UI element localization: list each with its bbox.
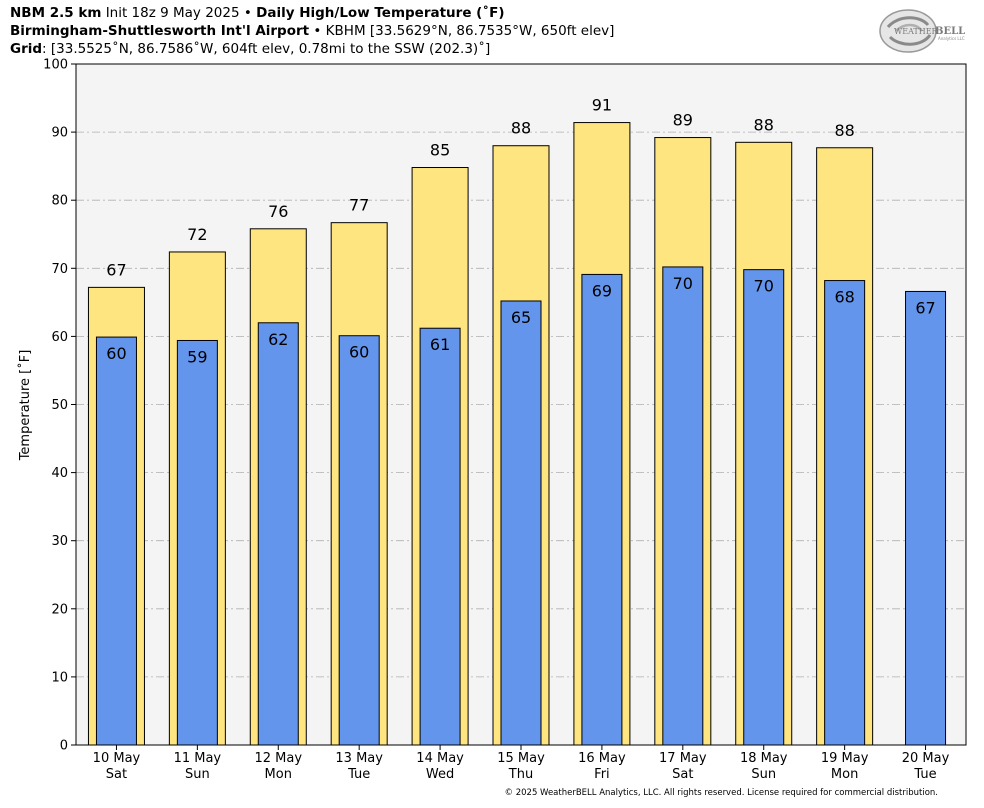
high-temp-label: 88 bbox=[834, 121, 854, 140]
y-tick-label: 60 bbox=[51, 330, 68, 345]
low-temp-label: 61 bbox=[430, 335, 450, 354]
x-tick-label-date: 14 May bbox=[416, 751, 464, 766]
x-tick-label-date: 15 May bbox=[497, 751, 545, 766]
low-temp-label: 60 bbox=[106, 344, 126, 363]
x-tick-label-day: Sat bbox=[672, 767, 693, 782]
x-tick-label-day: Tue bbox=[347, 767, 370, 782]
logo-text-weather: WEATHER bbox=[894, 27, 939, 36]
low-temp-label: 70 bbox=[754, 277, 774, 296]
high-temp-label: 88 bbox=[754, 115, 774, 134]
low-temp-bar bbox=[95, 336, 137, 746]
weatherbell-logo: WEATHER BELL Analytics LLC bbox=[879, 9, 965, 53]
bullet-2: • bbox=[313, 23, 322, 39]
x-tick-label-date: 16 May bbox=[578, 751, 626, 766]
low-temp-bar bbox=[419, 327, 461, 746]
init-time: Init 18z 9 May 2025 bbox=[105, 5, 240, 21]
low-temp-bar bbox=[581, 273, 623, 746]
x-tick-label-day: Fri bbox=[594, 767, 610, 782]
high-temp-label: 72 bbox=[187, 225, 207, 244]
grid-label: Grid bbox=[10, 41, 43, 57]
product-title: Daily High/Low Temperature (˚F) bbox=[256, 5, 505, 21]
x-tick-label-day: Wed bbox=[426, 767, 454, 782]
x-tick-label-day: Sat bbox=[106, 767, 127, 782]
logo-text-sub: Analytics LLC bbox=[938, 36, 965, 41]
x-tick-label-date: 13 May bbox=[335, 751, 383, 766]
y-tick-label: 20 bbox=[51, 602, 68, 617]
low-temp-bar bbox=[257, 322, 299, 746]
x-tick-label-day: Sun bbox=[751, 767, 776, 782]
x-tick-label-date: 20 May bbox=[902, 751, 950, 766]
x-tick-label-day: Mon bbox=[831, 767, 858, 782]
low-temp-bar bbox=[662, 266, 704, 746]
y-tick-label: 30 bbox=[51, 534, 68, 549]
station-name: Birmingham-Shuttlesworth Int'l Airport bbox=[10, 23, 310, 39]
high-temp-label: 76 bbox=[268, 202, 288, 221]
low-temp-label: 68 bbox=[834, 288, 854, 307]
x-tick-label-day: Sun bbox=[185, 767, 210, 782]
low-temp-bar bbox=[338, 335, 380, 746]
header-line-2: Birmingham-Shuttlesworth Int'l Airport •… bbox=[10, 23, 614, 40]
low-temp-label: 59 bbox=[187, 347, 207, 366]
low-temp-label: 67 bbox=[915, 298, 935, 317]
low-temp-label: 70 bbox=[673, 274, 693, 293]
high-temp-label: 67 bbox=[106, 260, 126, 279]
x-tick-label-day: Thu bbox=[508, 767, 533, 782]
x-tick-label-date: 19 May bbox=[821, 751, 869, 766]
y-tick-label: 10 bbox=[51, 670, 68, 685]
y-tick-label: 50 bbox=[51, 398, 68, 413]
x-tick-label-date: 11 May bbox=[174, 751, 222, 766]
bullet-1: • bbox=[243, 5, 252, 21]
x-tick-label-day: Tue bbox=[913, 767, 936, 782]
high-temp-label: 77 bbox=[349, 196, 369, 215]
high-temp-label: 91 bbox=[592, 96, 612, 115]
low-temp-bar bbox=[905, 290, 947, 746]
x-tick-label-date: 12 May bbox=[254, 751, 302, 766]
y-tick-label: 70 bbox=[51, 262, 68, 277]
y-tick-label: 90 bbox=[51, 126, 68, 141]
high-temp-label: 85 bbox=[430, 141, 450, 160]
y-tick-label: 40 bbox=[51, 466, 68, 481]
low-temp-label: 69 bbox=[592, 281, 612, 300]
low-temp-label: 65 bbox=[511, 308, 531, 327]
header-line-1: NBM 2.5 km Init 18z 9 May 2025 • Daily H… bbox=[10, 5, 505, 22]
low-temp-bar bbox=[743, 269, 785, 746]
high-temp-label: 89 bbox=[673, 111, 693, 130]
x-tick-label-date: 18 May bbox=[740, 751, 788, 766]
y-tick-label: 0 bbox=[60, 739, 68, 754]
x-tick-label-date: 17 May bbox=[659, 751, 707, 766]
low-temp-label: 62 bbox=[268, 330, 288, 349]
low-temp-bar bbox=[500, 300, 542, 746]
copyright-notice: © 2025 WeatherBELL Analytics, LLC. All r… bbox=[504, 788, 938, 798]
x-tick-label-date: 10 May bbox=[93, 751, 141, 766]
low-temp-label: 60 bbox=[349, 343, 369, 362]
logo-text-bell: BELL bbox=[935, 26, 965, 37]
high-temp-label: 88 bbox=[511, 119, 531, 138]
low-temp-bar bbox=[824, 280, 866, 746]
y-tick-label: 80 bbox=[51, 194, 68, 209]
y-axis-title: Temperature [˚F] bbox=[17, 350, 33, 462]
station-details: KBHM [33.5629°N, 86.7535°W, 650ft elev] bbox=[325, 23, 615, 39]
y-tick-label: 100 bbox=[43, 58, 68, 73]
header-line-3: Grid: [33.5525˚N, 86.7586˚W, 604ft elev,… bbox=[10, 41, 490, 58]
x-tick-label-day: Mon bbox=[265, 767, 292, 782]
low-temp-bar bbox=[176, 339, 218, 746]
grid-details: : [33.5525˚N, 86.7586˚W, 604ft elev, 0.7… bbox=[42, 41, 491, 57]
model-name: NBM 2.5 km bbox=[10, 5, 102, 21]
